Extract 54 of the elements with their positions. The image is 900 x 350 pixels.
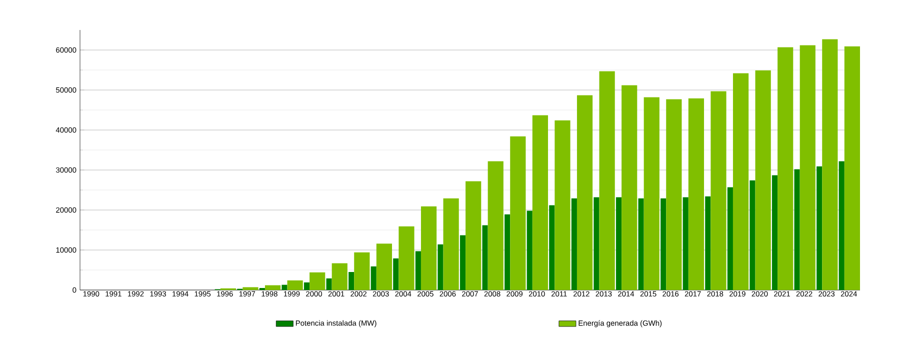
bar <box>576 95 593 290</box>
bar <box>571 198 577 290</box>
bar <box>326 278 332 290</box>
bar <box>822 39 838 290</box>
bar <box>816 166 822 290</box>
bar <box>844 46 860 290</box>
bar <box>638 198 644 290</box>
bar <box>460 235 466 290</box>
bar <box>554 120 570 290</box>
bar <box>526 210 532 290</box>
bar <box>532 115 548 290</box>
bar <box>710 91 726 290</box>
bar <box>310 272 326 290</box>
bar <box>242 287 258 290</box>
bar <box>660 198 666 290</box>
bar <box>616 197 622 290</box>
bar <box>800 45 816 290</box>
bar <box>354 252 370 290</box>
bar <box>510 136 526 290</box>
bar <box>282 284 288 290</box>
bar <box>705 196 711 290</box>
bar <box>287 280 303 290</box>
bar <box>504 214 510 290</box>
bar <box>644 97 660 290</box>
bar <box>420 206 437 290</box>
bar <box>438 244 444 290</box>
bar <box>398 226 414 290</box>
bar <box>376 244 392 290</box>
bar <box>622 85 638 290</box>
bar <box>838 161 844 290</box>
bar <box>264 285 281 290</box>
bar <box>666 99 682 290</box>
bar <box>727 187 733 290</box>
bar <box>370 266 376 290</box>
bar <box>682 197 688 290</box>
bar <box>549 205 555 290</box>
bar <box>755 70 771 290</box>
bar <box>488 161 504 290</box>
bar <box>772 175 778 290</box>
bar <box>415 251 421 290</box>
bar <box>304 282 310 290</box>
bar <box>393 258 399 290</box>
bar <box>466 181 482 290</box>
bar <box>688 98 704 290</box>
bar <box>594 197 600 290</box>
bar <box>599 71 615 290</box>
bar <box>778 47 794 290</box>
bar <box>348 272 354 290</box>
bar <box>750 180 756 290</box>
bar <box>794 169 800 290</box>
bar <box>332 263 348 290</box>
bar <box>732 73 749 290</box>
bar <box>443 198 459 290</box>
bar <box>482 225 488 290</box>
